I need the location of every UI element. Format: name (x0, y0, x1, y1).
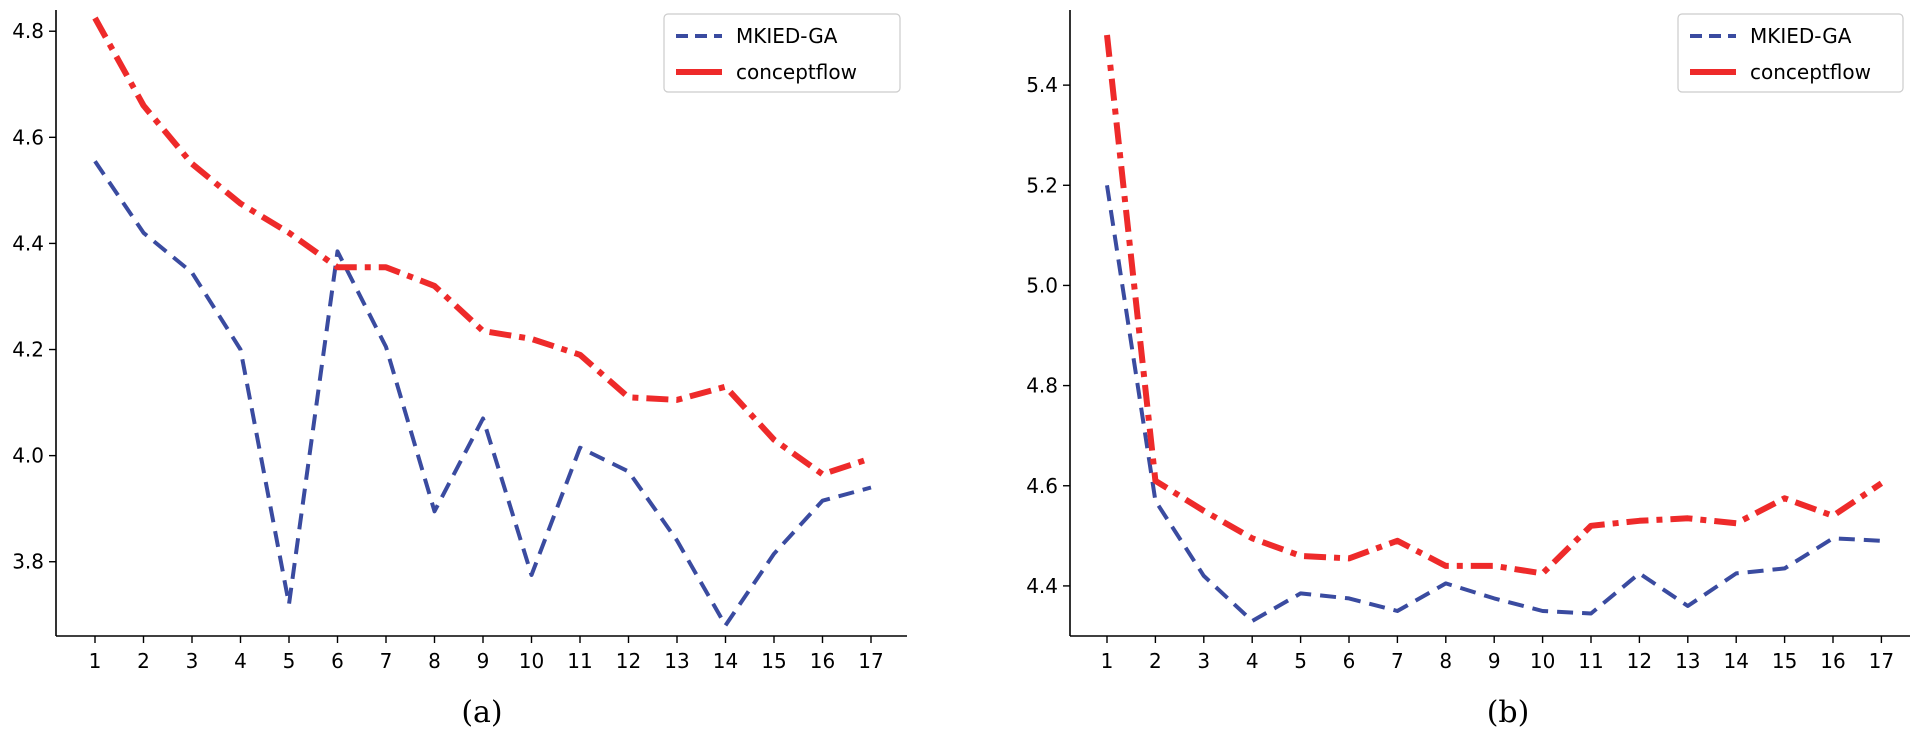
x-tick-label: 10 (519, 649, 544, 673)
x-tick-label: 8 (428, 649, 441, 673)
y-tick-label: 5.0 (1026, 273, 1058, 297)
y-tick-label: 5.2 (1026, 173, 1058, 197)
x-tick-label: 6 (331, 649, 344, 673)
x-tick-label: 13 (664, 649, 689, 673)
x-tick-label: 15 (1772, 649, 1797, 673)
chart-caption: (a) (461, 695, 502, 730)
y-tick-label: 4.6 (1026, 474, 1058, 498)
series-line-conceptflow (1104, 34, 1884, 577)
x-tick-label: 12 (1627, 649, 1652, 673)
series-line-conceptflow (92, 16, 872, 478)
legend-label: MKIED-GA (736, 24, 838, 48)
x-tick-label: 17 (1869, 649, 1894, 673)
x-tick-label: 2 (137, 649, 150, 673)
x-tick-label: 2 (1149, 649, 1162, 673)
y-tick-label: 4.0 (12, 444, 44, 468)
x-tick-label: 9 (1488, 649, 1501, 673)
x-tick-label: 15 (761, 649, 786, 673)
x-tick-label: 7 (1391, 649, 1404, 673)
chart-caption: (b) (1487, 695, 1530, 730)
x-tick-label: 10 (1530, 649, 1555, 673)
legend-label: MKIED-GA (1750, 24, 1852, 48)
x-tick-label: 9 (477, 649, 490, 673)
y-tick-label: 3.8 (12, 550, 44, 574)
chart-a: 3.84.04.24.44.64.81 2 3 4 5 6 7 8 9 10 11 12 13 14 15 1… (12, 10, 907, 730)
y-tick-label: 4.2 (12, 338, 44, 362)
y-tick-label: 5.4 (1026, 73, 1058, 97)
x-tick-label: 14 (713, 649, 738, 673)
x-tick-label: 3 (1197, 649, 1210, 673)
x-tick-label: 7 (380, 649, 393, 673)
y-tick-label: 4.4 (1026, 574, 1058, 598)
y-tick-label: 4.6 (12, 125, 44, 149)
x-tick-label: 14 (1723, 649, 1748, 673)
x-tick-label: 17 (858, 649, 883, 673)
x-tick-label: 4 (234, 649, 247, 673)
x-tick-label: 1 (1101, 649, 1114, 673)
x-tick-label: 1 (89, 649, 102, 673)
chart-b: 4.44.64.85.05.25.41 2 3 4 5 6 7 8 9 10 11 12 13 14 15 1… (1026, 10, 1910, 730)
x-tick-label: 5 (283, 649, 296, 673)
x-tick-label: 3 (186, 649, 199, 673)
x-tick-label: 4 (1246, 649, 1259, 673)
y-tick-label: 4.8 (12, 19, 44, 43)
x-tick-label: 8 (1439, 649, 1452, 673)
x-tick-label: 5 (1294, 649, 1307, 673)
x-tick-label: 16 (1820, 649, 1845, 673)
y-tick-label: 4.4 (12, 231, 44, 255)
y-tick-label: 4.8 (1026, 374, 1058, 398)
legend-label: conceptflow (1750, 60, 1871, 84)
x-tick-label: 16 (810, 649, 835, 673)
x-tick-label: 6 (1343, 649, 1356, 673)
legend-box (663, 13, 901, 93)
legend-label: conceptflow (736, 60, 857, 84)
x-tick-label: 13 (1675, 649, 1700, 673)
series-line-mkied-ga (93, 160, 872, 628)
x-tick-label: 11 (1578, 649, 1603, 673)
x-tick-label: 12 (616, 649, 641, 673)
x-tick-label: 11 (567, 649, 592, 673)
series-line-mkied-ga (1105, 184, 1882, 623)
